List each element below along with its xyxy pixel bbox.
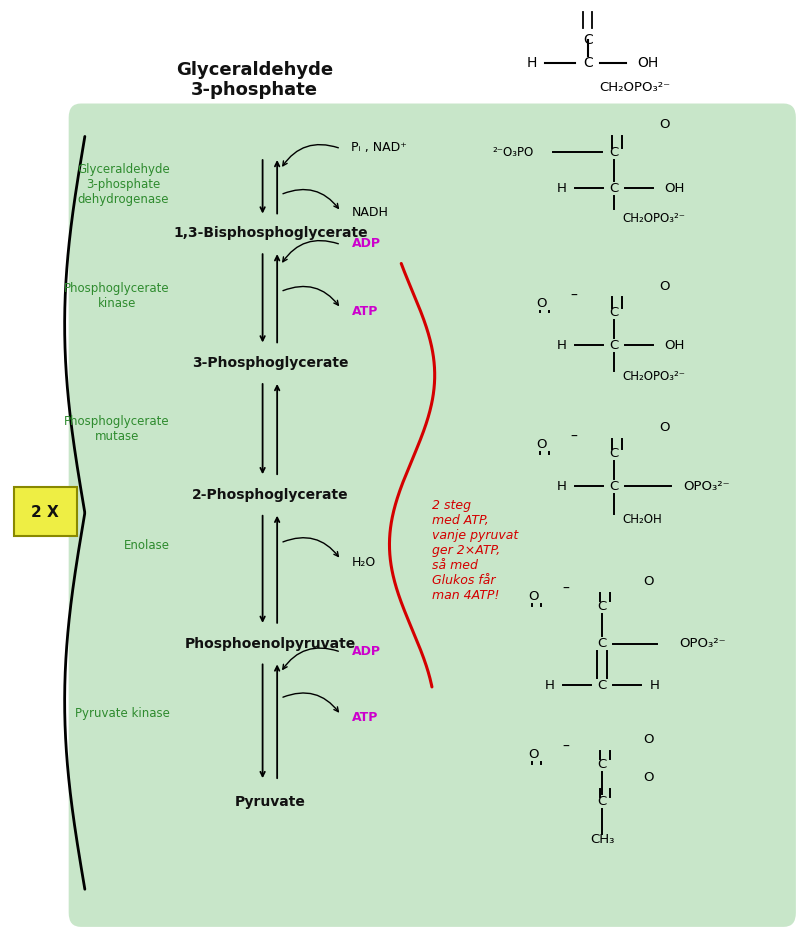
Text: C: C	[583, 56, 593, 70]
Text: O: O	[528, 748, 538, 761]
Text: –: –	[562, 582, 569, 596]
Text: 1,3-Bisphosphoglycerate: 1,3-Bisphosphoglycerate	[174, 227, 368, 240]
Text: 3-Phosphoglycerate: 3-Phosphoglycerate	[192, 357, 349, 370]
Text: H: H	[557, 182, 566, 195]
Text: OH: OH	[664, 339, 685, 352]
Text: O: O	[659, 279, 669, 293]
Text: 2-Phosphoglycerate: 2-Phosphoglycerate	[192, 488, 349, 502]
Text: O: O	[644, 733, 654, 746]
Text: ATP: ATP	[351, 711, 378, 725]
Text: C: C	[609, 480, 619, 493]
Text: Phosphoglycerate
mutase: Phosphoglycerate mutase	[64, 415, 170, 443]
FancyBboxPatch shape	[69, 104, 796, 927]
Text: Phosphoenolpyruvate: Phosphoenolpyruvate	[185, 637, 356, 650]
Text: ²⁻O₃PO: ²⁻O₃PO	[492, 146, 534, 159]
Text: H₂O: H₂O	[351, 556, 376, 569]
Text: C: C	[609, 447, 619, 460]
Text: H: H	[557, 339, 566, 352]
Text: C: C	[609, 146, 619, 159]
Text: C: C	[597, 758, 607, 771]
Text: C: C	[583, 33, 593, 47]
Text: CH₂OPO₃²⁻: CH₂OPO₃²⁻	[622, 370, 685, 383]
Text: O: O	[537, 438, 546, 451]
Text: 2 X: 2 X	[31, 505, 58, 520]
Text: –: –	[570, 289, 577, 302]
Text: H: H	[527, 56, 537, 70]
Text: O: O	[659, 118, 669, 131]
Text: O: O	[644, 771, 654, 784]
Text: OPO₃²⁻: OPO₃²⁻	[684, 480, 730, 493]
Text: C: C	[609, 339, 619, 352]
Text: OH: OH	[664, 182, 685, 195]
Text: ADP: ADP	[351, 237, 381, 250]
Text: H: H	[557, 480, 566, 493]
Text: C: C	[597, 599, 607, 613]
Text: C: C	[609, 306, 619, 319]
Text: Pyruvate: Pyruvate	[235, 795, 306, 808]
Text: Pᵢ , NAD⁺: Pᵢ , NAD⁺	[351, 141, 407, 154]
Text: CH₂OH: CH₂OH	[622, 513, 662, 526]
Text: Glyceraldehyde
3-phosphate
dehydrogenase: Glyceraldehyde 3-phosphate dehydrogenase	[77, 163, 170, 206]
Text: C: C	[597, 795, 607, 808]
Text: –: –	[562, 741, 569, 754]
Text: C: C	[597, 678, 607, 692]
Text: –: –	[570, 430, 577, 443]
Text: ADP: ADP	[351, 645, 381, 658]
Text: O: O	[659, 421, 669, 434]
Text: C: C	[597, 637, 607, 650]
Text: CH₂OPO₃²⁻: CH₂OPO₃²⁻	[622, 212, 685, 225]
Text: CH₂OPO₃²⁻: CH₂OPO₃²⁻	[600, 81, 671, 94]
Text: OH: OH	[638, 56, 659, 70]
Text: H: H	[545, 678, 554, 692]
Text: O: O	[528, 590, 538, 603]
Text: O: O	[644, 575, 654, 588]
Text: ATP: ATP	[351, 305, 378, 318]
Text: Pyruvate kinase: Pyruvate kinase	[75, 707, 170, 720]
Text: OPO₃²⁻: OPO₃²⁻	[680, 637, 726, 650]
Text: Phosphoglycerate
kinase: Phosphoglycerate kinase	[64, 282, 170, 311]
Text: H: H	[650, 678, 659, 692]
Text: 2 steg
med ATP,
vanje pyruvat
ger 2×ATP,
så med
Glukos får
man 4ATP!: 2 steg med ATP, vanje pyruvat ger 2×ATP,…	[432, 499, 519, 602]
Text: O: O	[537, 296, 546, 310]
Text: NADH: NADH	[351, 206, 389, 219]
Text: Glyceraldehyde
3-phosphate: Glyceraldehyde 3-phosphate	[176, 60, 333, 100]
Text: C: C	[609, 182, 619, 195]
FancyBboxPatch shape	[14, 487, 77, 536]
Text: Enolase: Enolase	[124, 539, 170, 552]
Text: CH₃: CH₃	[590, 833, 614, 846]
